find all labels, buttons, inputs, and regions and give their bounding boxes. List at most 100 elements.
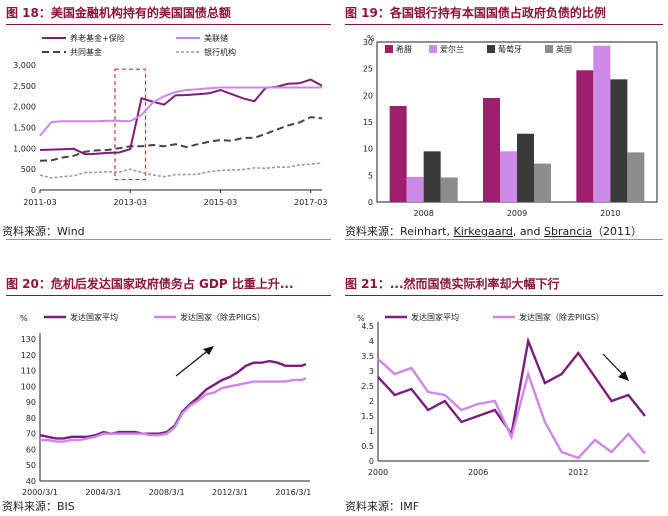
fig19-title: 图 19：各国银行持有本国国债占政府负债的比例 <box>345 6 606 20</box>
fig19-source-post: （2011） <box>592 225 643 238</box>
fig21-legend-label: 发达国家平均 <box>411 312 459 322</box>
fig20-trend-arrow <box>175 348 211 377</box>
fig19-legend-label: 希腊 <box>396 44 412 54</box>
fig18-ytick: 2,500 <box>13 82 36 91</box>
fig18-plot: 0 500 1,000 1,500 2,000 2,500 3,000 2011-03 2013… <box>6 30 331 225</box>
fig18-source: 资料来源：Wind <box>2 225 85 238</box>
fig20-ytick: 130 <box>21 335 36 344</box>
fig19-bar <box>483 98 500 202</box>
fig18-series-line <box>39 162 323 179</box>
fig18-ytick: 500 <box>21 165 36 174</box>
fig18-source-rule <box>6 239 331 240</box>
fig18-title-rule <box>6 24 331 25</box>
fig20-trend-arrowhead <box>203 346 214 355</box>
fig20-title: 图 20：危机后发达国家政府债务占 GDP 比重上升... <box>6 277 294 291</box>
fig20-chart: % 40 50 60 70 80 90 100 110 120 130 2000/3/1 2004/3… <box>20 312 312 495</box>
fig19-source-mid: , and <box>512 225 545 238</box>
fig21-title: 图 21：...然而国债实际利率却大幅下行 <box>345 277 560 291</box>
fig21-legend-label: 发达国家（除去PIIGS） <box>519 312 604 322</box>
fig19-ytick: 5 <box>368 171 373 180</box>
fig19-bar <box>534 163 551 202</box>
fig20-title-rule <box>6 295 331 296</box>
fig19-source-s: Sbrancia <box>544 225 593 238</box>
fig20-ytick: 110 <box>21 367 36 376</box>
fig19-source-rule <box>345 239 663 240</box>
fig18-legend-label: 共同基金 <box>70 47 102 57</box>
fig19-ytick: 0 <box>368 198 373 207</box>
fig21-unit: % <box>357 314 365 323</box>
fig20-ytick: 120 <box>21 351 36 360</box>
fig18-highlight-box <box>114 68 147 181</box>
fig19-plot: 0 5 10 15 20 25 30 2008 2009 2010 希腊 爱尔兰 葡萄牙 英国 <box>363 38 658 218</box>
fig21-xtick: 2000 <box>368 468 388 477</box>
fig20-series-line <box>39 359 307 440</box>
fig19-bar <box>576 70 594 202</box>
fig21-source: 资料来源：IMF <box>345 500 420 513</box>
fig18-legend-label: 养老基金+保险 <box>70 33 125 43</box>
fig18-legend-label: 美联储 <box>204 33 228 43</box>
fig19-chart: % 0 5 10 15 20 25 30 2008 2009 2010 希腊 爱尔兰 葡萄牙 英国 <box>363 34 658 218</box>
fig19-xtick: 2010 <box>600 209 620 218</box>
fig19-legend-label: 英国 <box>556 44 572 54</box>
fig20-xtick: 2012/3/1 <box>212 488 248 495</box>
fig20-xtick: 2000/3/1 <box>22 488 58 495</box>
fig21-ytick: 3.5 <box>361 352 374 361</box>
fig19-legend-swatch <box>429 45 437 53</box>
fig19-ytick: 15 <box>363 118 373 127</box>
fig21-ytick: 4.5 <box>361 322 374 331</box>
fig18-ytick: 3,000 <box>13 61 36 70</box>
fig18-ytick: 1,000 <box>13 144 36 153</box>
fig19-ytick: 30 <box>363 38 373 47</box>
panel-fig21: 图 21：...然而国债实际利率却大幅下行 % 0 0.5 1 1.5 2 2.5 3 3.5… <box>345 275 665 515</box>
panel-fig20: 图 20：危机后发达国家政府债务占 GDP 比重上升... % 40 50 60 70… <box>2 275 331 515</box>
fig19-bar <box>517 133 534 202</box>
fig21-series-line <box>377 358 646 460</box>
fig21-xtick: 2006 <box>468 468 488 477</box>
fig20-ytick: 70 <box>26 430 36 439</box>
fig19-source-pre: 资料来源：Reinhart, <box>345 225 454 238</box>
fig20-xtick: 2004/3/1 <box>85 488 121 495</box>
fig20-plot: 40 50 60 70 80 90 100 110 120 130 2000/3/1 2004/3/1… <box>21 312 312 495</box>
fig21-title-rule <box>345 295 663 296</box>
fig21-plot: 0 0.5 1 1.5 2 2.5 3 3.5 4 4.5 2000 2006 2012 发达国家平均 发达… <box>361 312 649 477</box>
fig20-ytick: 90 <box>26 398 36 407</box>
fig20-ytick: 80 <box>26 414 36 423</box>
fig19-legend-label: 爱尔兰 <box>440 44 464 54</box>
fig21-ytick: 3 <box>369 367 374 376</box>
fig19-ytick: 25 <box>363 65 373 74</box>
fig20-ytick: 100 <box>21 382 36 391</box>
fig18-chart: 十亿 美元 05001,0001,5002,0002,5003,0002011-… <box>6 30 331 225</box>
fig19-bar <box>406 176 424 202</box>
fig19-bar <box>440 177 458 202</box>
fig19-ytick: 10 <box>363 145 373 154</box>
fig20-legend-label: 发达国家（除去PIIGS） <box>180 312 265 322</box>
fig21-trend-arrowhead <box>618 371 629 381</box>
fig18-series-line <box>39 116 323 162</box>
fig20-source: 资料来源：BIS <box>2 500 75 513</box>
fig21-trend-arrow <box>602 353 626 378</box>
fig20-ytick: 50 <box>26 461 36 470</box>
fig19-source: 资料来源：Reinhart, Kirkegaard, and Sbrancia（… <box>345 223 642 239</box>
fig19-bar <box>389 106 407 202</box>
fig21-ytick: 1.5 <box>361 412 374 421</box>
fig19-xtick: 2009 <box>507 209 527 218</box>
fig19-ytick: 20 <box>363 91 373 100</box>
fig19-bar <box>627 152 645 202</box>
fig18-series-line <box>39 86 322 137</box>
fig18-ytick: 0 <box>31 186 36 195</box>
fig21-ytick: 0.5 <box>361 442 374 451</box>
fig21-ytick: 2.5 <box>361 382 374 391</box>
fig21-ytick: 0 <box>369 457 374 466</box>
fig18-bg <box>6 30 331 225</box>
fig20-legend-label: 发达国家平均 <box>70 312 118 322</box>
fig19-bar <box>500 151 517 202</box>
fig20-series-line <box>40 377 307 443</box>
fig20-ytick: 60 <box>26 445 36 454</box>
fig18-ytick: 1,500 <box>13 124 36 133</box>
fig18-ytick: 2,000 <box>13 103 36 112</box>
fig19-unit: % <box>367 34 375 43</box>
fig19-legend-swatch <box>545 45 553 53</box>
fig19-title-rule <box>345 24 663 25</box>
fig19-legend-label: 葡萄牙 <box>498 44 522 54</box>
fig20-xtick: 2016/3/1 <box>275 488 311 495</box>
